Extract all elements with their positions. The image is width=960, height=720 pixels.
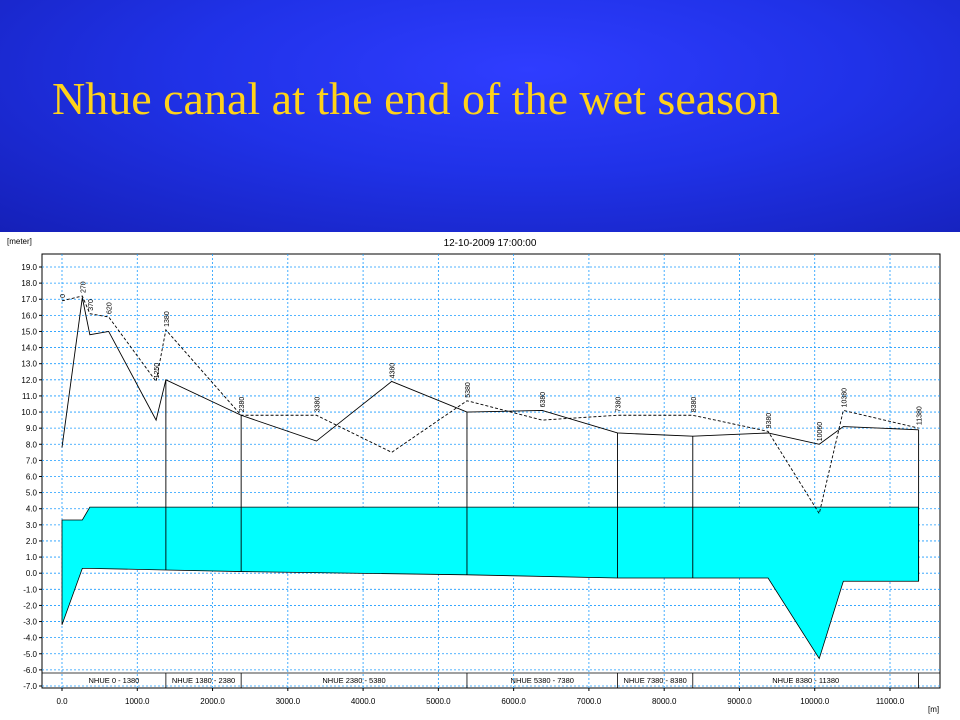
x-tick-label: 2000.0 [200,697,225,706]
chainage-label: 7380 [616,397,623,413]
profile-lines [61,295,920,582]
chainage-label: 5380 [465,382,472,398]
reach-label: NHUE 8380 - 11380 [772,676,839,685]
y-tick-label: 15.0 [21,327,37,336]
plot-frame [41,253,941,689]
y-tick-label: 5.0 [26,489,38,498]
chainage-label: 9380 [766,413,773,429]
water-area [61,506,920,660]
x-tick-label: 9000.0 [727,697,752,706]
axis-ticks: -7.0 -6.0 -5.0 -4.0 -3.0 -2.0 -1.0 0.0 1.0 2.0 3.0… [21,263,904,706]
chart-panel: 12-10-2009 17:00:00 [meter] [m] 0 270 370 6… [0,232,960,720]
y-tick-label: 8.0 [26,440,38,449]
chainage-label: 370 [88,299,95,311]
y-tick-label: 18.0 [21,279,37,288]
chainage-label: 3380 [314,397,321,413]
right-bank-line [61,295,919,515]
x-tick-label: 11000.0 [876,697,905,706]
chainage-label: 4380 [390,363,397,379]
y-tick-label: 11.0 [22,392,38,401]
x-tick-label: 1000.0 [125,697,150,706]
reach-label: NHUE 1380 - 2380 [172,676,235,685]
chainage-label: 11380 [917,406,924,425]
chainage-label: 620 [107,302,114,314]
slide-title: Nhue canal at the end of the wet season [52,73,781,124]
y-tick-label: 2.0 [26,537,38,546]
x-tick-label: 3000.0 [276,697,301,706]
y-tick-label: 16.0 [21,311,37,320]
y-tick-label: -3.0 [23,618,37,627]
y-tick-label: 14.0 [21,344,37,353]
y-tick-label: -5.0 [23,650,37,659]
reach-label: NHUE 7380 - 8380 [623,676,686,685]
y-tick-label: -4.0 [23,634,37,643]
y-tick-label: -7.0 [23,682,37,691]
y-tick-label: 4.0 [26,505,38,514]
reach-label: NHUE 5380 - 7380 [511,676,574,685]
y-tick-label: -2.0 [23,601,37,610]
y-tick-label: -1.0 [23,585,37,594]
y-axis-unit-label: [meter] [7,237,32,246]
x-tick-label: 8000.0 [652,697,677,706]
x-tick-label: 6000.0 [501,697,526,706]
chainage-label: 8380 [691,397,698,413]
reach-label: NHUE 0 - 1380 [89,676,140,685]
chainage-label: 10060 [817,422,824,442]
x-tick-label: 0.0 [56,697,68,706]
chainage-label: 2380 [239,397,246,413]
y-tick-label: 6.0 [26,473,38,482]
y-tick-label: 3.0 [26,521,38,530]
y-tick-label: 10.0 [21,408,37,417]
chainage-label: 1250 [154,363,161,379]
chainage-label: 0 [60,294,67,298]
x-tick-label: 10000.0 [800,697,829,706]
y-tick-label: 7.0 [26,456,38,465]
y-tick-label: 0.0 [26,569,38,578]
y-tick-label: 1.0 [26,553,38,562]
left-bank-line [61,297,919,448]
chainage-label: 6380 [540,392,547,408]
chainage-label: 1380 [164,311,171,327]
x-tick-label: 5000.0 [426,697,451,706]
slide-header: Nhue canal at the end of the wet season [0,0,960,232]
reach-label: NHUE 2380 - 5380 [322,676,385,685]
x-axis-unit-label: [m] [928,705,939,714]
y-tick-label: 12.0 [21,376,37,385]
x-tick-label: 4000.0 [351,697,376,706]
chart-title: 12-10-2009 17:00:00 [444,238,537,249]
y-tick-label: 19.0 [21,263,37,272]
y-tick-label: 17.0 [21,295,37,304]
reach-labels: NHUE 0 - 1380 NHUE 1380 - 2380 NHUE 2380 -… [42,672,940,688]
x-tick-label: 7000.0 [577,697,602,706]
y-tick-label: 13.0 [21,360,37,369]
water-body [61,506,920,660]
y-tick-label: -6.0 [23,666,37,675]
chainage-label: 10380 [841,388,848,408]
y-tick-label: 9.0 [26,424,38,433]
chainage-label: 270 [80,281,87,293]
